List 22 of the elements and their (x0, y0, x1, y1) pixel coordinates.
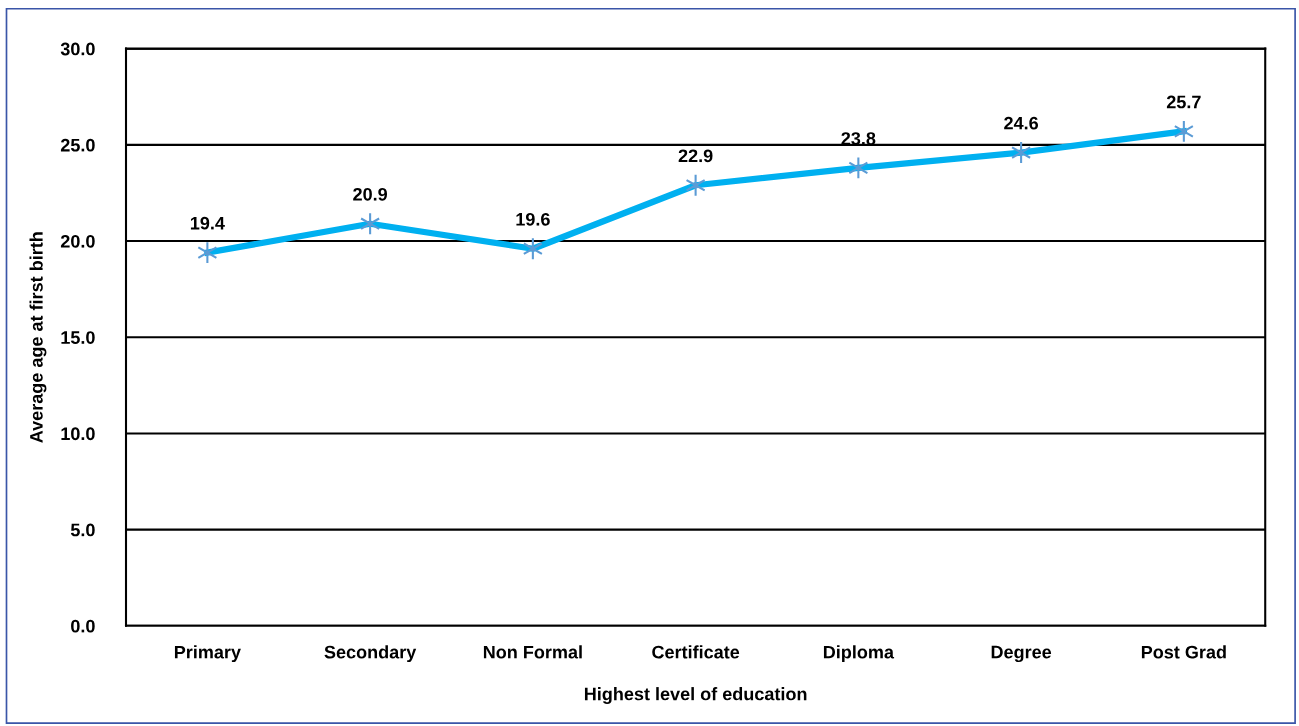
x-tick-label: Degree (991, 645, 1052, 663)
y-tick-label: 15.0 (61, 331, 95, 344)
y-tick-label: 20.0 (60, 234, 95, 248)
data-label: 19.4 (190, 216, 225, 230)
x-tick-label: Certificate (652, 645, 740, 659)
y-tick-label: 0.0 (71, 619, 95, 633)
x-tick-label: Diploma (823, 645, 895, 663)
data-label: 24.6 (1004, 116, 1039, 130)
x-axis-title: Highest level of education (584, 687, 807, 704)
x-tick-label: Post Grad (1141, 645, 1226, 659)
x-tick-label: Secondary (324, 645, 417, 663)
data-label: 25.7 (1166, 95, 1201, 109)
y-tick-label: 30.0 (60, 42, 95, 56)
y-tick-label: 25.0 (60, 138, 95, 152)
y-tick-label: 10.0 (61, 427, 95, 441)
y-axis-title: Average age at first birth (29, 232, 47, 443)
data-label: 20.9 (353, 187, 388, 201)
y-tick-label: 5.0 (70, 523, 95, 537)
data-label: 22.9 (678, 149, 713, 163)
data-label: 19.6 (516, 212, 550, 226)
x-tick-label: Primary (174, 645, 241, 663)
x-tick-label: Non Formal (483, 645, 582, 659)
